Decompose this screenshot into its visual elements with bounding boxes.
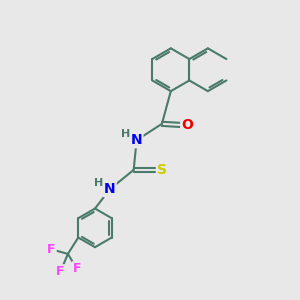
Text: H: H (94, 178, 103, 188)
Text: H: H (121, 129, 130, 139)
Text: N: N (131, 133, 142, 147)
Text: O: O (181, 118, 193, 132)
Text: F: F (56, 265, 65, 278)
Text: F: F (73, 262, 81, 275)
Text: S: S (157, 163, 167, 177)
Text: N: N (104, 182, 116, 196)
Text: F: F (47, 243, 56, 256)
